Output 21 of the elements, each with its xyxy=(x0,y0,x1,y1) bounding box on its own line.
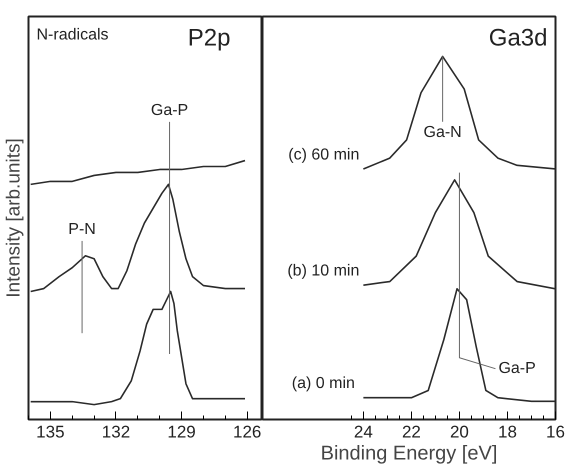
x-tick-label: 22 xyxy=(402,422,421,442)
series-label: (a) 0 min xyxy=(292,375,355,392)
series-label: P-N xyxy=(68,220,96,238)
chart-title: P2p xyxy=(188,24,230,52)
x-tick-label: 24 xyxy=(354,422,373,442)
series-label: Ga-N xyxy=(424,124,462,141)
x-tick-label: 126 xyxy=(233,422,262,442)
x-axis-title: Binding Energy [eV] xyxy=(320,442,498,464)
series-label: Ga-P xyxy=(150,102,188,119)
x-tick-label: 20 xyxy=(450,422,469,442)
series-label: (c) 60 min xyxy=(288,146,360,164)
x-tick-label: 129 xyxy=(167,422,196,442)
x-tick-label: 135 xyxy=(36,422,65,442)
series-label: Ga-P xyxy=(498,360,536,378)
chart-subtitle: N-radicals xyxy=(36,26,109,44)
x-tick-label: 132 xyxy=(102,422,130,442)
chart-title: Ga3d xyxy=(488,24,548,52)
series-label: (b) 10 min xyxy=(287,262,360,280)
x-tick-label: 16 xyxy=(546,422,565,442)
x-tick-label: 18 xyxy=(498,422,517,442)
y-axis-title: Intensity [arb.units] xyxy=(4,138,24,298)
